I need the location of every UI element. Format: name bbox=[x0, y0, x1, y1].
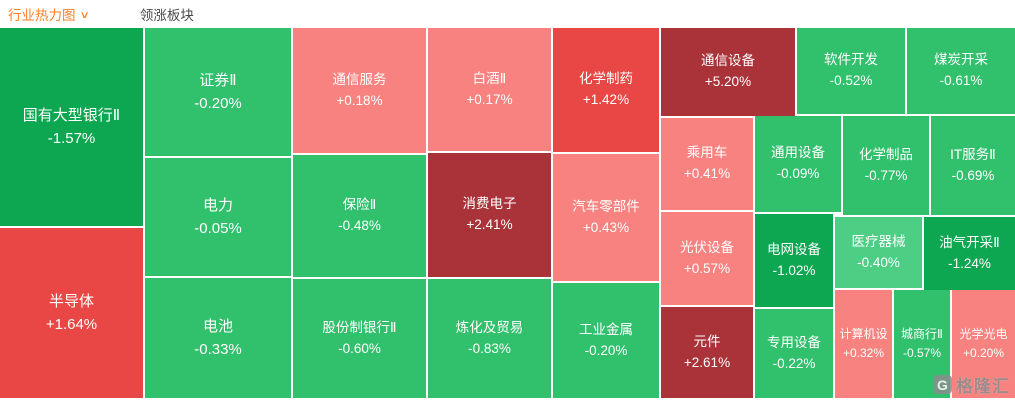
tile-change-value: +0.43% bbox=[582, 219, 630, 235]
tile-sector-name: 股份制银行Ⅱ bbox=[322, 319, 397, 335]
tile-sector-name: 元件 bbox=[693, 333, 721, 349]
treemap-tile[interactable]: 煤炭开采 -0.61% bbox=[907, 28, 1015, 114]
tile-change-value: -0.77% bbox=[864, 167, 908, 183]
heatmap-title: 行业热力图 bbox=[8, 8, 76, 23]
tab-leading-sectors-label: 领涨板块 bbox=[139, 8, 194, 23]
tile-change-value: -0.83% bbox=[468, 340, 511, 356]
tile-change-value: -0.20% bbox=[194, 95, 242, 112]
tile-change-value: -1.02% bbox=[772, 262, 816, 278]
tile-sector-name: 软件开发 bbox=[824, 52, 878, 68]
tile-change-value: -0.20% bbox=[584, 342, 628, 358]
tile-sector-name: 化学制药 bbox=[579, 71, 633, 87]
treemap-tile[interactable]: 电池 -0.33% bbox=[145, 278, 291, 398]
tile-sector-name: 专用设备 bbox=[767, 334, 821, 350]
tile-sector-name: 城商行Ⅱ bbox=[901, 327, 943, 342]
treemap-tile[interactable]: 证券Ⅱ -0.20% bbox=[145, 28, 291, 156]
treemap-tile[interactable]: IT服务Ⅱ -0.69% bbox=[931, 116, 1015, 215]
treemap-tile[interactable]: 乘用车 +0.41% bbox=[661, 118, 753, 210]
chevron-down-icon: ∨ bbox=[79, 9, 90, 21]
tile-sector-name: 电池 bbox=[202, 317, 233, 335]
tile-sector-name: 电网设备 bbox=[767, 241, 821, 257]
treemap-tile[interactable]: 软件开发 -0.52% bbox=[797, 28, 905, 114]
treemap-tile[interactable]: 专用设备 -0.22% bbox=[755, 309, 833, 398]
tile-change-value: -1.24% bbox=[948, 255, 991, 271]
treemap-tile[interactable]: 电力 -0.05% bbox=[145, 158, 291, 276]
tile-change-value: -0.57% bbox=[902, 346, 942, 360]
treemap-tile[interactable]: 保险Ⅱ -0.48% bbox=[293, 155, 426, 277]
treemap-tile[interactable]: 医疗器械 -0.40% bbox=[835, 217, 922, 288]
treemap-tile[interactable]: 化学制药 +1.42% bbox=[553, 28, 659, 152]
tile-change-value: +1.64% bbox=[45, 316, 98, 333]
tile-sector-name: 光学光电 bbox=[959, 327, 1008, 342]
tile-sector-name: 光伏设备 bbox=[680, 239, 734, 255]
tile-sector-name: 汽车零部件 bbox=[572, 198, 640, 214]
tile-sector-name: 煤炭开采 bbox=[934, 52, 988, 68]
tile-change-value: +2.41% bbox=[466, 217, 513, 232]
treemap-tile[interactable]: 汽车零部件 +0.43% bbox=[553, 154, 659, 281]
treemap-tile[interactable]: 炼化及贸易 -0.83% bbox=[428, 279, 551, 398]
tile-sector-name: 电力 bbox=[202, 196, 233, 214]
tile-change-value: +0.32% bbox=[842, 346, 885, 360]
treemap-tile[interactable]: 通信设备 +5.20% bbox=[661, 28, 795, 116]
tile-change-value: -0.69% bbox=[951, 167, 995, 183]
tile-sector-name: 通用设备 bbox=[771, 145, 825, 161]
tile-change-value: +2.61% bbox=[683, 354, 731, 370]
tile-sector-name: 保险Ⅱ bbox=[342, 197, 377, 213]
tile-change-value: -0.61% bbox=[939, 73, 983, 88]
treemap-tile[interactable]: 元件 +2.61% bbox=[661, 307, 753, 398]
tile-change-value: -0.05% bbox=[194, 220, 242, 237]
tile-sector-name: 国有大型银行Ⅱ bbox=[22, 106, 121, 124]
tab-leading-sectors[interactable]: 领涨板块 bbox=[140, 4, 194, 24]
heatmap-title-dropdown[interactable]: 行业热力图 ∨ bbox=[8, 4, 90, 24]
tile-sector-name: 通信设备 bbox=[701, 53, 755, 69]
tile-change-value: -0.48% bbox=[338, 218, 381, 233]
treemap-tile[interactable]: 计算机设 +0.32% bbox=[835, 290, 892, 398]
tile-sector-name: 计算机设 bbox=[839, 327, 888, 342]
tile-sector-name: 证券Ⅱ bbox=[199, 71, 237, 89]
tile-change-value: -0.09% bbox=[776, 166, 820, 181]
heatmap-header: 行业热力图 ∨ 领涨板块 bbox=[0, 0, 1015, 28]
treemap-tile[interactable]: 国有大型银行Ⅱ -1.57% bbox=[0, 28, 143, 226]
treemap-tile[interactable]: 光伏设备 +0.57% bbox=[661, 212, 753, 305]
tile-sector-name: 乘用车 bbox=[686, 145, 728, 161]
tile-sector-name: 炼化及贸易 bbox=[455, 319, 524, 335]
tile-change-value: +0.41% bbox=[683, 166, 731, 181]
tile-sector-name: 消费电子 bbox=[462, 196, 517, 212]
treemap-tile[interactable]: 通用设备 -0.09% bbox=[755, 116, 841, 212]
treemap-tile[interactable]: 股份制银行Ⅱ -0.60% bbox=[293, 279, 426, 398]
tile-change-value: -0.40% bbox=[857, 254, 900, 270]
treemap-tile[interactable]: 油气开采Ⅱ -1.24% bbox=[924, 217, 1015, 290]
tile-change-value: -0.33% bbox=[194, 341, 242, 358]
tile-sector-name: 油气开采Ⅱ bbox=[939, 234, 1000, 250]
tile-change-value: -0.22% bbox=[772, 355, 816, 371]
treemap-tile[interactable]: 白酒Ⅱ +0.17% bbox=[428, 28, 551, 151]
treemap-tile[interactable]: 消费电子 +2.41% bbox=[428, 153, 551, 277]
tile-change-value: +0.17% bbox=[466, 91, 513, 107]
tile-sector-name: 医疗器械 bbox=[851, 233, 906, 249]
treemap-tile[interactable]: 光学光电 +0.20% bbox=[952, 290, 1015, 398]
tile-sector-name: IT服务Ⅱ bbox=[950, 146, 996, 162]
treemap-tile[interactable]: 城商行Ⅱ -0.57% bbox=[894, 290, 950, 398]
tile-sector-name: 化学制品 bbox=[859, 146, 913, 162]
treemap-tile[interactable]: 通信服务 +0.18% bbox=[293, 28, 426, 153]
tile-change-value: -0.52% bbox=[829, 73, 873, 88]
tile-sector-name: 白酒Ⅱ bbox=[472, 70, 507, 86]
treemap-tile[interactable]: 半导体 +1.64% bbox=[0, 228, 143, 398]
tile-change-value: -1.57% bbox=[47, 130, 96, 147]
tile-change-value: +0.18% bbox=[336, 92, 383, 108]
tile-change-value: +0.57% bbox=[683, 260, 731, 276]
tile-change-value: +5.20% bbox=[704, 74, 752, 89]
tile-sector-name: 半导体 bbox=[48, 292, 94, 310]
tile-change-value: +0.20% bbox=[962, 346, 1005, 360]
tile-sector-name: 通信服务 bbox=[332, 71, 387, 87]
treemap-tile[interactable]: 化学制品 -0.77% bbox=[843, 116, 929, 215]
treemap-tile[interactable]: 工业金属 -0.20% bbox=[553, 283, 659, 398]
tile-change-value: +1.42% bbox=[582, 92, 630, 107]
tile-sector-name: 工业金属 bbox=[579, 321, 633, 337]
treemap-tile[interactable]: 电网设备 -1.02% bbox=[755, 214, 833, 307]
tile-change-value: -0.60% bbox=[338, 340, 381, 356]
